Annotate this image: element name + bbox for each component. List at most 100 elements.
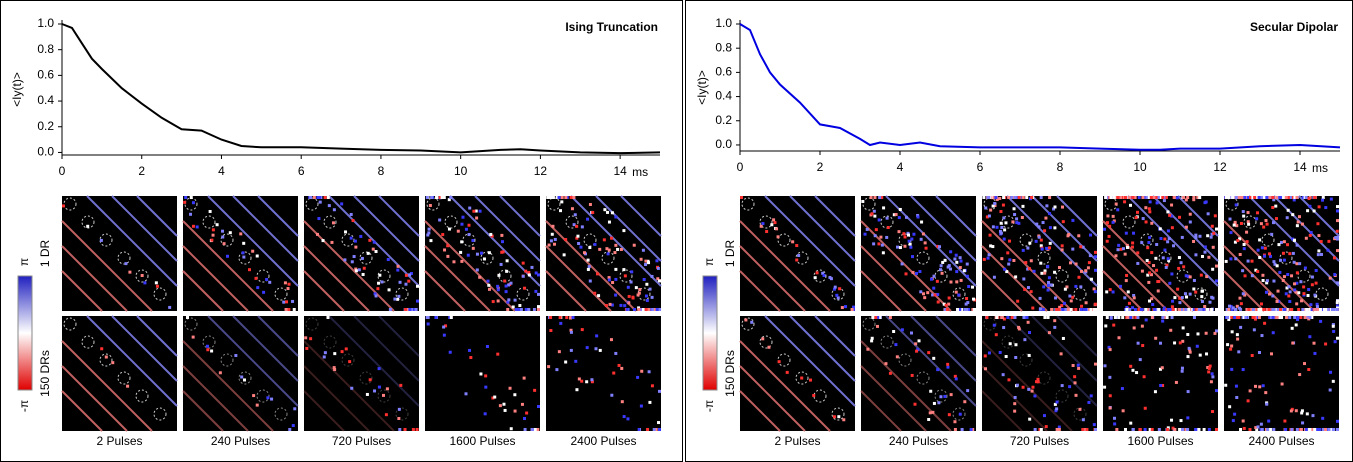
matrix-pixel <box>1115 428 1119 431</box>
matrix-pixel <box>1014 356 1018 360</box>
matrix-pixel <box>1295 262 1299 266</box>
matrix-block <box>759 335 773 349</box>
matrix-pixel <box>1173 428 1177 431</box>
matrix-pixel <box>969 428 973 431</box>
matrix-pixel <box>511 305 515 309</box>
matrix-pixel <box>1324 206 1328 210</box>
matrix-pixel <box>1317 234 1321 238</box>
matrix-pixel <box>551 224 555 228</box>
matrix-pixel <box>991 204 995 208</box>
matrix-pixel <box>1288 252 1292 256</box>
matrix-pixel <box>1267 308 1271 311</box>
matrix-pixel <box>947 413 951 417</box>
matrix-pixel <box>605 247 609 251</box>
column-label: 2 Pulses <box>96 434 142 448</box>
matrix-pixel <box>1208 300 1212 304</box>
matrix-pixel <box>929 389 933 393</box>
matrix-pixel <box>813 276 817 280</box>
matrix-pixel <box>1032 269 1036 273</box>
matrix-pixel <box>322 355 326 359</box>
matrix-pixel <box>315 232 319 236</box>
matrix-pixel <box>1188 275 1192 279</box>
matrix-pixel <box>1164 265 1168 269</box>
matrix-pixel <box>944 303 948 307</box>
matrix-pixel <box>1336 299 1339 303</box>
matrix-pixel <box>442 325 446 329</box>
matrix <box>61 315 178 432</box>
matrix-pixel <box>1229 304 1233 308</box>
matrix-pixel <box>1336 235 1339 239</box>
matrix-block <box>1279 251 1293 265</box>
matrix-pixel <box>1304 196 1308 199</box>
matrix-pixel <box>293 407 297 411</box>
matrix-pixel <box>1295 196 1299 199</box>
matrix-pixel <box>1207 370 1211 374</box>
matrix-block <box>184 197 198 211</box>
matrix-pixel <box>1284 316 1288 319</box>
matrix-band <box>182 220 274 312</box>
matrix-pixel <box>597 294 601 298</box>
matrix-pixel <box>1288 316 1292 319</box>
matrix-pixel <box>1321 428 1325 431</box>
matrix-block <box>395 407 409 421</box>
matrix-pixel <box>547 365 551 369</box>
matrix-pixel <box>1042 285 1046 289</box>
matrix-pixel <box>1008 258 1012 262</box>
matrix-bg <box>1103 196 1218 311</box>
matrix-pixel <box>397 407 401 411</box>
matrix-pixel <box>588 202 592 206</box>
matrix-pixel <box>767 345 771 349</box>
matrix-pixel <box>1192 196 1196 199</box>
matrix-pixel <box>1227 308 1231 311</box>
matrix-pixel <box>916 215 920 219</box>
matrix-block <box>256 389 270 403</box>
matrix-pixel <box>946 362 950 366</box>
matrix-pixel <box>408 273 412 277</box>
matrix-pixel <box>1292 260 1296 264</box>
matrix-pixel <box>1281 278 1285 282</box>
matrix-pixel <box>1123 296 1127 300</box>
matrix-pixel <box>993 202 997 206</box>
matrix-pixel <box>507 298 511 302</box>
matrix-pixel <box>892 213 896 217</box>
matrix-pixel <box>622 415 626 419</box>
data-line <box>739 23 1341 151</box>
matrix-pixel <box>993 204 997 208</box>
matrix-pixel <box>1235 224 1239 228</box>
matrix-pixel <box>1153 308 1157 311</box>
matrix-pixel <box>965 262 969 266</box>
matrix-pixel <box>1195 344 1199 348</box>
matrix-pixel <box>590 378 594 382</box>
matrix-pixel <box>549 329 553 333</box>
matrix-pixel <box>484 385 488 389</box>
column-label: 720 Pulses <box>1010 434 1069 448</box>
matrix-band <box>207 315 299 407</box>
matrix-pixel <box>1154 256 1158 260</box>
matrix-pixel <box>1234 196 1238 199</box>
matrix-pixel <box>955 308 959 311</box>
matrix-pixel <box>1129 364 1133 368</box>
matrix-pixel <box>1335 308 1339 311</box>
matrix-pixel <box>449 316 453 319</box>
matrix-pixel <box>126 384 130 388</box>
matrix-bg <box>861 316 976 431</box>
matrix-pixel <box>1336 428 1339 431</box>
matrix-pixel <box>588 279 592 283</box>
matrix-pixel <box>1211 410 1215 414</box>
matrix-block <box>1019 233 1033 247</box>
matrix-pixel <box>1171 299 1175 303</box>
matrix-block <box>238 251 252 265</box>
matrix-pixel <box>623 274 627 278</box>
matrix-pixel <box>1187 308 1191 311</box>
matrix-pixel <box>1309 308 1313 311</box>
matrix-pixel <box>1295 243 1299 247</box>
matrix-pixel <box>104 355 108 359</box>
x-tick-label: 4 <box>897 160 904 174</box>
matrix-pixel <box>1229 257 1233 261</box>
matrix-pixel <box>1264 391 1268 395</box>
matrix-pixel <box>1268 196 1272 199</box>
matrix <box>739 315 856 432</box>
matrix-pixel <box>485 345 489 349</box>
matrix-pixel <box>291 424 295 428</box>
matrix-pixel <box>1008 342 1012 346</box>
